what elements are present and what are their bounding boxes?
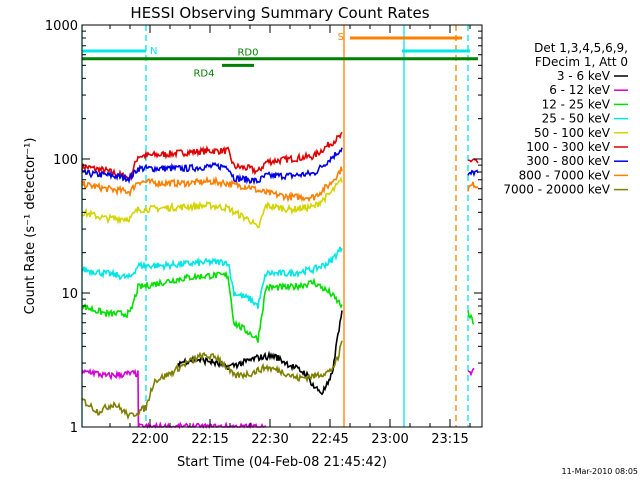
legend-label-0: 3 - 6 keV <box>557 69 611 83</box>
y-tick-label-2: 100 <box>53 153 78 168</box>
legend-label-3: 25 - 50 keV <box>542 112 611 126</box>
series-line-100-300keV <box>81 131 479 183</box>
y-tick-label-1: 10 <box>61 287 78 302</box>
x-axis-label: Start Time (04-Feb-08 21:45:42) <box>177 455 387 470</box>
legend-header-0: Det 1,3,4,5,6,9, <box>534 41 628 55</box>
flag-label-rd0: RD0 <box>237 48 258 59</box>
x-tick-label-4: 23:00 <box>371 432 408 447</box>
x-tick-label-3: 22:45 <box>311 432 348 447</box>
y-axis-label: Count Rate (s⁻¹ detector⁻¹) <box>23 138 38 315</box>
flag-label-rd4: RD4 <box>193 68 214 79</box>
series-line-50-100keV <box>81 176 343 229</box>
legend-label-4: 50 - 100 keV <box>534 126 611 140</box>
legend-label-8: 7000 - 20000 keV <box>503 183 610 197</box>
legend-label-6: 300 - 800 keV <box>526 154 610 168</box>
legend-label-5: 100 - 300 keV <box>526 140 610 154</box>
chart-title: HESSI Observing Summary Count Rates <box>130 4 429 22</box>
legend: Det 1,3,4,5,6,9,FDecim 1, Att 03 - 6 keV… <box>503 41 628 197</box>
plot-area: N S RD0 RD4 <box>81 25 479 430</box>
legend-label-7: 800 - 7000 keV <box>519 168 611 182</box>
y-tick-label-0: 1 <box>70 421 78 436</box>
x-tick-label-5: 23:15 <box>431 432 468 447</box>
x-tick-label-2: 22:30 <box>251 432 288 447</box>
series-line-7000-20000keV <box>81 340 343 421</box>
flag-label-s: S <box>338 32 344 43</box>
plot-frame <box>81 24 483 428</box>
x-tick-label-0: 22:00 <box>131 432 168 447</box>
legend-header-1: FDecim 1, Att 0 <box>535 55 628 69</box>
y-tick-label-3: 1000 <box>45 19 78 34</box>
series-line-300-800keV <box>81 147 479 186</box>
x-axis: 22:00 22:15 22:30 22:45 23:00 23:15 <box>109 25 471 447</box>
legend-label-1: 6 - 12 keV <box>549 83 611 97</box>
legend-label-2: 12 - 25 keV <box>542 97 611 111</box>
series-line-800-7000keV <box>81 166 479 203</box>
series-line-12-25keV <box>81 270 475 343</box>
series-line-6-12keV <box>81 367 475 430</box>
series-line-3-6keV <box>177 310 343 396</box>
series-line-25-50keV <box>81 246 343 309</box>
footer-timestamp: 11-Mar-2010 08:05 <box>562 467 639 476</box>
flag-label-n: N <box>150 46 157 57</box>
x-tick-label-1: 22:15 <box>191 432 228 447</box>
y-axis: 1 10 100 1000 <box>45 19 482 436</box>
